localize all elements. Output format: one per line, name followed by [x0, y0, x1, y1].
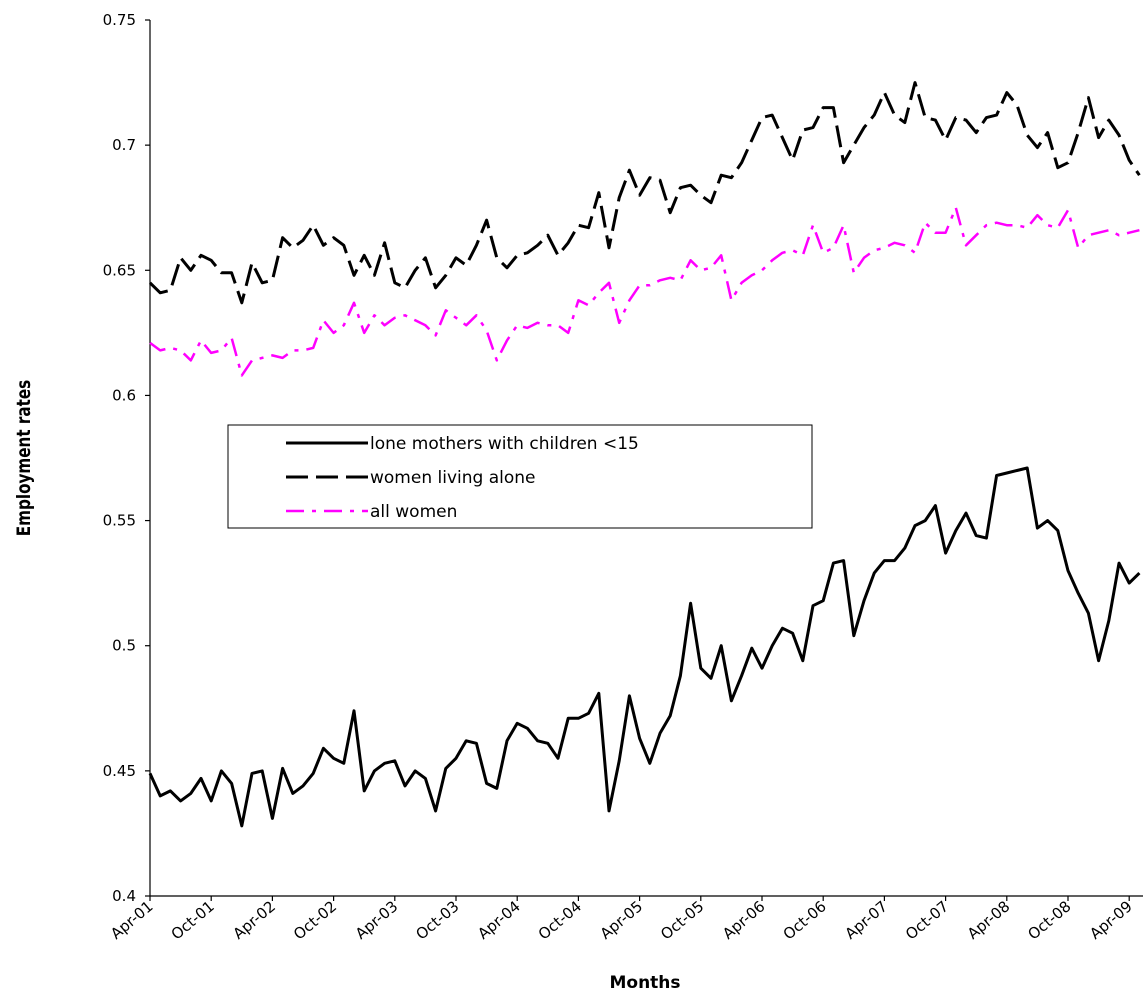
x-tick-label: Apr-03	[352, 897, 401, 943]
x-tick-label: Apr-08	[964, 897, 1013, 943]
line-series	[148, 466, 1141, 828]
x-tick-label: Apr-06	[719, 897, 768, 943]
x-tick-label: Oct-06	[780, 897, 830, 943]
legend-label: all women	[370, 502, 457, 522]
x-tick-label: Oct-02	[290, 897, 340, 943]
y-tick-label: 0.5	[112, 637, 136, 655]
y-tick-label: 0.75	[103, 11, 136, 29]
y-tick-label: 0.4	[112, 887, 136, 905]
legend-label: women living alone	[370, 468, 535, 488]
y-axis-title: Employment rates	[13, 380, 35, 536]
y-tick-label: 0.55	[103, 512, 136, 530]
y-tick-label: 0.45	[103, 762, 136, 780]
x-tick-label: Oct-08	[1024, 897, 1074, 943]
x-tick-label: Oct-04	[535, 897, 585, 943]
line-series	[149, 206, 1140, 377]
x-tick-label: Oct-01	[168, 897, 218, 943]
x-tick-label: Apr-09	[1086, 897, 1135, 943]
x-tick-label: Oct-05	[657, 897, 707, 943]
y-tick-label: 0.6	[112, 386, 136, 404]
x-tick-label: Oct-03	[412, 897, 462, 943]
x-axis-title: Months	[609, 973, 680, 993]
x-tick-label: Apr-04	[474, 897, 523, 943]
x-tick-label: Oct-07	[902, 897, 952, 943]
line-series	[148, 81, 1141, 305]
legend: lone mothers with children <15 women livi…	[227, 424, 813, 529]
x-tick-label: Apr-05	[597, 897, 646, 943]
x-tick-label: Apr-07	[841, 897, 890, 943]
y-tick-label: 0.65	[103, 261, 136, 279]
y-tick-label: 0.7	[112, 136, 136, 154]
legend-label: lone mothers with children <15	[370, 434, 639, 454]
x-tick-label: Apr-02	[229, 897, 278, 943]
